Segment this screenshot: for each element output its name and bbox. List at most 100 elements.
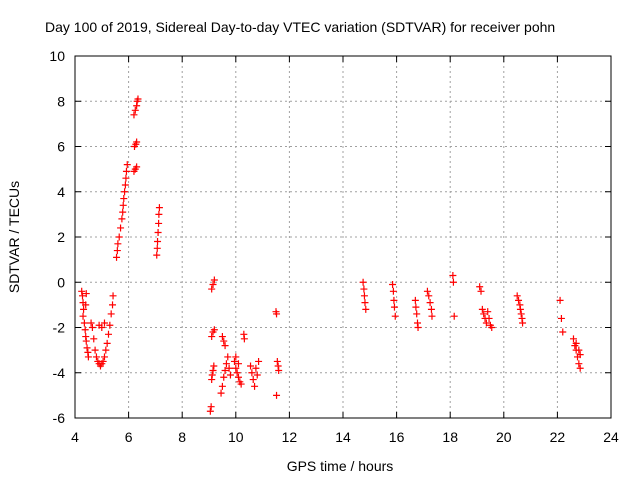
- data-point-marker: [428, 312, 436, 320]
- data-point-marker: [218, 333, 226, 341]
- y-tick-label: 8: [57, 93, 65, 109]
- data-point-marker: [155, 219, 163, 227]
- data-point-marker: [100, 319, 108, 327]
- chart-title: Day 100 of 2019, Sidereal Day-to-day VTE…: [45, 19, 555, 35]
- data-point-marker: [81, 326, 89, 334]
- data-point-marker: [78, 287, 86, 295]
- data-point-marker: [425, 292, 433, 300]
- data-point-marker: [79, 312, 87, 320]
- data-point-marker: [122, 174, 130, 182]
- y-tick-label: 2: [57, 229, 65, 245]
- data-point-marker: [389, 287, 397, 295]
- data-point-marker: [519, 319, 527, 327]
- data-point-marker: [109, 292, 117, 300]
- data-point-marker: [480, 310, 488, 318]
- data-point-marker: [99, 357, 107, 365]
- data-point-marker: [485, 314, 493, 322]
- data-point-marker: [98, 324, 106, 331]
- data-point-marker: [210, 362, 218, 370]
- data-point-marker: [360, 292, 368, 300]
- data-point-marker: [155, 204, 163, 212]
- x-axis: 4 6 8 10 12 14 16 18 20 22 24: [71, 56, 619, 445]
- data-point-marker: [122, 167, 130, 175]
- data-point-marker: [221, 366, 229, 374]
- x-axis-title: GPS time / hours: [287, 458, 394, 474]
- data-point-marker: [251, 382, 259, 390]
- data-point-marker: [220, 373, 228, 381]
- data-point-marker: [361, 299, 369, 307]
- data-point-marker: [569, 335, 577, 343]
- data-point-marker: [106, 321, 114, 329]
- data-point-marker: [83, 344, 91, 352]
- data-point-marker: [207, 403, 215, 411]
- y-tick-label: 6: [57, 139, 65, 155]
- data-points: [78, 95, 584, 415]
- data-point-marker: [234, 373, 242, 381]
- data-point-marker: [362, 305, 370, 313]
- data-point-marker: [154, 228, 162, 236]
- x-tick-label: 16: [389, 429, 405, 445]
- data-point-marker: [80, 319, 88, 327]
- data-point-marker: [226, 371, 234, 379]
- data-point-marker: [237, 380, 245, 388]
- data-point-marker: [488, 324, 496, 331]
- data-point-marker: [121, 188, 129, 196]
- data-point-marker: [102, 346, 110, 354]
- data-point-marker: [557, 314, 565, 322]
- data-point-marker: [208, 333, 216, 341]
- data-point-marker: [117, 224, 125, 232]
- data-point-marker: [134, 95, 142, 103]
- data-point-marker: [118, 215, 126, 223]
- y-tick-label: 0: [57, 274, 65, 290]
- data-point-marker: [113, 253, 121, 261]
- data-point-marker: [255, 357, 263, 365]
- data-point-marker: [209, 281, 217, 289]
- data-point-marker: [411, 296, 419, 304]
- data-point-marker: [130, 111, 138, 119]
- x-tick-label: 6: [125, 429, 133, 445]
- data-point-marker: [360, 285, 368, 293]
- data-point-marker: [515, 296, 523, 304]
- data-point-marker: [576, 351, 584, 359]
- data-point-marker: [516, 305, 524, 313]
- data-point-marker: [84, 353, 92, 361]
- data-point-marker: [449, 278, 457, 286]
- data-point-marker: [426, 299, 434, 307]
- data-point-marker: [575, 360, 583, 368]
- data-point-marker: [476, 283, 484, 291]
- data-point-marker: [575, 346, 583, 354]
- x-tick-label: 14: [335, 429, 351, 445]
- data-point-marker: [273, 357, 281, 365]
- data-point-marker: [113, 247, 121, 255]
- data-point-marker: [230, 357, 238, 365]
- data-point-marker: [114, 240, 122, 248]
- data-point-marker: [413, 310, 421, 318]
- x-tick-label: 12: [282, 429, 298, 445]
- data-point-marker: [427, 305, 435, 313]
- data-point-marker: [273, 310, 281, 318]
- y-tick-label: 4: [57, 184, 65, 200]
- y-axis: -6 -4 -2 0 2 4 6 8 10: [49, 48, 611, 426]
- data-point-marker: [119, 208, 127, 216]
- data-point-marker: [208, 285, 216, 293]
- data-point-marker: [414, 324, 422, 331]
- data-point-marker: [218, 382, 226, 390]
- data-point-marker: [123, 161, 131, 169]
- data-point-marker: [517, 310, 525, 318]
- data-point-marker: [131, 106, 139, 114]
- x-tick-label: 24: [603, 429, 619, 445]
- data-point-marker: [423, 287, 431, 295]
- data-point-marker: [155, 210, 163, 218]
- data-point-marker: [249, 376, 257, 384]
- data-point-marker: [275, 366, 283, 374]
- data-point-marker: [82, 290, 90, 298]
- y-tick-label: -2: [53, 320, 66, 336]
- x-tick-label: 10: [228, 429, 244, 445]
- data-point-marker: [221, 342, 229, 350]
- data-point-marker: [449, 271, 457, 279]
- data-point-marker: [82, 301, 90, 309]
- data-point-marker: [273, 391, 281, 399]
- data-point-marker: [233, 369, 241, 377]
- data-point-marker: [232, 364, 240, 372]
